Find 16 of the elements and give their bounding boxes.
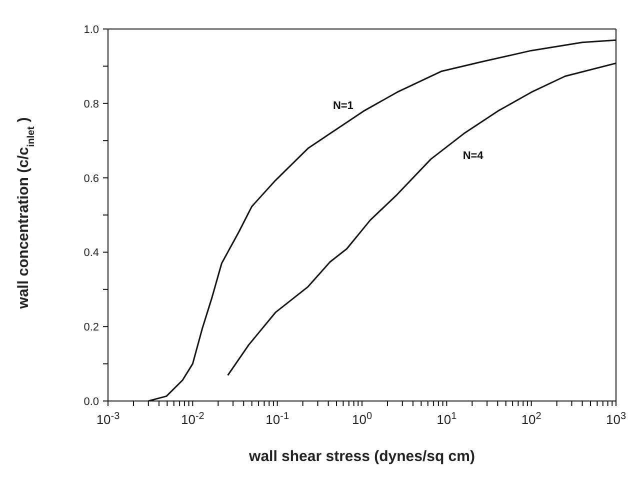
x-tick-label: 10$^{1}$ [436,410,458,427]
y-tick-label: 0.2 [84,322,99,334]
x-tick-label: 10$^{-3}$ [96,410,120,427]
series-label: N=4 [462,150,484,162]
y-tick-label: 0.6 [84,172,99,185]
y-tick-label: 1.0 [84,24,99,36]
x-tick-label: 10$^{2}$ [521,410,542,427]
x-tick-label: 10$^{-1}$ [266,410,290,427]
x-tick-label: 10$^{-2}$ [180,410,205,427]
series-label: N=1 [332,100,354,112]
x-tick-label: 10$^{0}$ [352,410,372,427]
y-tick-label: 0.4 [84,247,99,260]
y-tick-label: 0.0 [84,396,99,408]
y-tick-label: 0.8 [84,98,99,110]
x-axis-title: wall shear stress (dynes/sq cm) [248,448,475,465]
x-tick-label: 10$^{3}$ [606,410,626,427]
